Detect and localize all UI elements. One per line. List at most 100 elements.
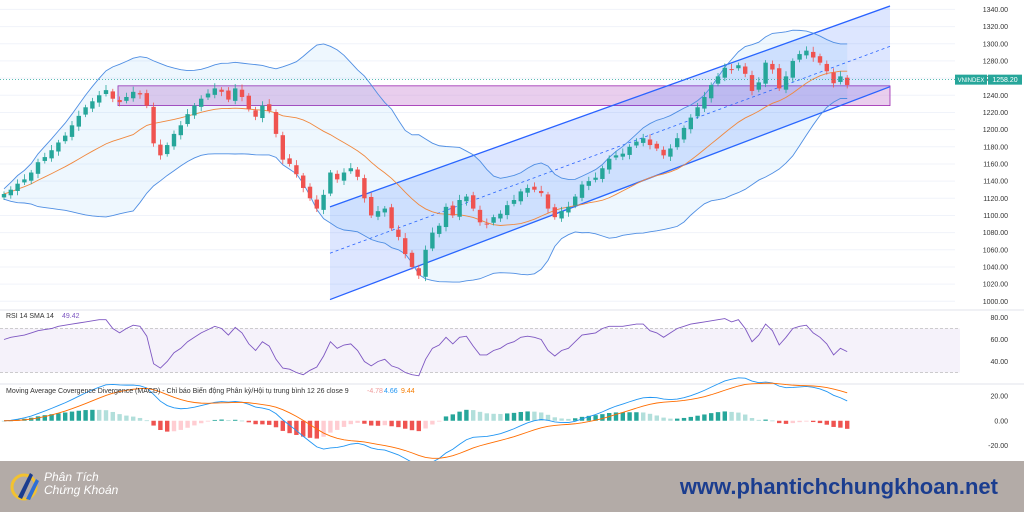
- price-tick-label: 1020.00: [983, 282, 1008, 289]
- candle-body: [389, 207, 394, 229]
- candle-body: [722, 67, 727, 78]
- macd-histogram-bar: [552, 417, 557, 421]
- candle-body: [110, 91, 115, 99]
- macd-histogram-bar: [783, 420, 789, 424]
- macd-histogram-bar: [471, 410, 476, 421]
- candle-body: [205, 93, 211, 98]
- macd-histogram-bar: [110, 411, 115, 421]
- macd-histogram-bar: [777, 420, 782, 424]
- candle-body: [362, 178, 367, 199]
- macd-histogram-bar: [797, 420, 802, 423]
- macd-histogram-bar: [42, 415, 47, 421]
- macd-histogram-bar: [321, 420, 326, 437]
- candle-body: [532, 186, 537, 190]
- candle-body: [83, 107, 88, 115]
- candle-body: [661, 149, 666, 156]
- macd-histogram-bar: [525, 411, 530, 421]
- macd-histogram-bar: [362, 420, 367, 424]
- candle-body: [675, 138, 680, 148]
- symbol-tag-bg: [955, 74, 987, 85]
- channel-lower-line: [329, 86, 891, 301]
- candle-body: [552, 207, 557, 218]
- candle-body: [756, 82, 761, 90]
- candle-body: [579, 184, 585, 198]
- macd-histogram-bar: [287, 420, 292, 434]
- macd-histogram-bar: [566, 418, 571, 421]
- price-tick-label: 1300.00: [983, 41, 1008, 48]
- candle-body: [654, 143, 659, 149]
- candle-body: [811, 51, 816, 58]
- macd-histogram-bar: [477, 411, 483, 421]
- macd-histogram-bar: [756, 419, 761, 421]
- macd-histogram-bar: [165, 420, 170, 432]
- macd-histogram-bar: [545, 414, 551, 421]
- macd-histogram-bar: [511, 412, 517, 421]
- candle-body: [545, 194, 551, 209]
- candle-body: [56, 142, 61, 152]
- macd-histogram-bar: [443, 416, 449, 421]
- candle-body: [199, 98, 204, 107]
- macd-histogram-bar: [661, 417, 666, 421]
- macd-signal-line: [3, 382, 848, 459]
- macd-histogram-bar: [423, 420, 428, 429]
- macd-histogram-bar: [464, 409, 469, 421]
- candle-body: [280, 135, 285, 160]
- stock-chart: 1340.001320.001300.001280.001260.001240.…: [0, 5, 1024, 461]
- price-tick-label: 1140.00: [983, 179, 1008, 186]
- candle-body: [715, 76, 721, 84]
- website-link[interactable]: www.phantichchungkhoan.net: [679, 474, 998, 499]
- macd-histogram-bar: [314, 420, 319, 439]
- candle-body: [307, 186, 313, 199]
- macd-histogram-bar: [253, 420, 258, 425]
- macd-histogram-bar: [273, 420, 279, 428]
- macd-histogram-bar: [301, 420, 306, 437]
- rsi-label: RSI 14 SMA 14: [6, 313, 54, 320]
- macd-histogram-bar: [668, 418, 673, 421]
- candle-body: [321, 194, 326, 210]
- last-price-tag-text: 1258.20: [992, 77, 1017, 84]
- macd-histogram-bar: [695, 415, 700, 421]
- candle-body: [22, 179, 27, 183]
- candle-body: [69, 125, 75, 137]
- macd-histogram-bar: [280, 420, 285, 431]
- footer-banner: Phân Tích Chứng Khoán www.phantichchungk…: [0, 461, 1024, 512]
- candle-body: [287, 158, 292, 164]
- candle-body: [539, 190, 544, 194]
- candle-body: [178, 125, 183, 136]
- macd-histogram-bar: [811, 420, 816, 423]
- candle-body: [620, 153, 625, 157]
- price-tick-label: 1220.00: [983, 110, 1008, 117]
- candle-body: [736, 65, 741, 69]
- candle-body: [838, 76, 843, 82]
- macd-histogram-bar: [681, 417, 687, 421]
- macd-histogram-bar: [498, 413, 503, 421]
- macd-histogram-bar: [226, 420, 231, 422]
- price-tick-label: 1000.00: [983, 299, 1008, 306]
- macd-histogram-bar: [613, 412, 619, 421]
- candle-body: [518, 191, 523, 202]
- candle-body: [709, 84, 714, 99]
- candle-body: [437, 225, 442, 234]
- macd-histogram-bar: [97, 409, 102, 421]
- candle-body: [763, 62, 768, 84]
- candle-body: [151, 106, 156, 144]
- candle-body: [627, 146, 632, 155]
- candle-body: [158, 144, 163, 156]
- rsi-tick-label: 80.00: [990, 315, 1008, 322]
- macd-histogram-bar: [654, 415, 659, 421]
- candle-body: [593, 177, 598, 180]
- macd-histogram-bar: [205, 420, 211, 422]
- macd-histogram-bar: [260, 420, 265, 425]
- macd-histogram-bar: [450, 414, 455, 421]
- candle-body: [702, 96, 707, 109]
- macd-histogram-bar: [715, 412, 721, 421]
- macd-histogram-bar: [76, 410, 81, 421]
- candle-body: [770, 63, 775, 70]
- macd-histogram-bar: [532, 411, 537, 421]
- rsi-tick-label: 40.00: [990, 359, 1008, 366]
- candle-body: [90, 101, 95, 109]
- candle-body: [137, 93, 143, 95]
- candle-body: [845, 77, 850, 85]
- macd-histogram-bar: [416, 420, 421, 432]
- candle-body: [294, 165, 299, 175]
